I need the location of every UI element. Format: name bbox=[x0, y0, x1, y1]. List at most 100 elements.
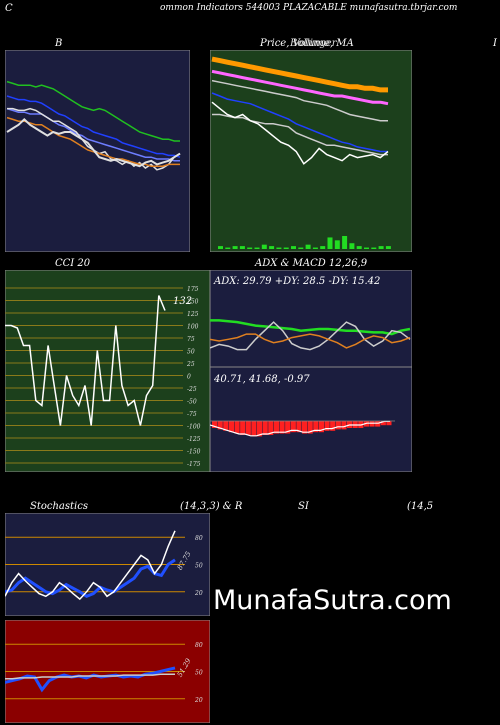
volume-bar bbox=[254, 247, 260, 249]
volume-bar bbox=[349, 243, 355, 249]
bb-series-line-4 bbox=[6, 116, 180, 167]
header-letter: C bbox=[5, 3, 13, 14]
adx-readout: ADX: 29.79 +DY: 28.5 -DY: 15.42 bbox=[213, 276, 380, 287]
macd-bar bbox=[324, 421, 330, 431]
macd-bar bbox=[245, 421, 251, 435]
panel-background bbox=[210, 270, 412, 472]
adx-line--DY bbox=[210, 333, 411, 349]
volume-bar bbox=[283, 247, 289, 249]
adx-line-+DY bbox=[210, 321, 411, 351]
bb-series-line-5 bbox=[6, 118, 181, 168]
macd-bar bbox=[240, 421, 246, 435]
stoch-line-0 bbox=[5, 558, 176, 598]
macd-bar bbox=[318, 421, 324, 433]
macd-bar bbox=[330, 421, 336, 431]
volume-bar bbox=[364, 247, 369, 249]
volume-bar bbox=[291, 246, 296, 249]
price-series-line-3 bbox=[211, 92, 388, 153]
price-series-line-4 bbox=[212, 113, 388, 156]
cci-tick-label: 125 bbox=[187, 311, 199, 318]
macd-bar bbox=[223, 421, 229, 431]
rsi-tick-label: 80 bbox=[195, 642, 203, 649]
rsi-title: SI bbox=[298, 501, 309, 512]
macd-bar bbox=[273, 421, 279, 434]
macd-bar bbox=[257, 421, 263, 437]
macd-bar bbox=[290, 421, 296, 433]
cci-tick-label: 0 bbox=[187, 374, 191, 381]
volume-bar bbox=[218, 246, 223, 249]
cci-tick-label: 175 bbox=[187, 286, 199, 293]
adx-line-ADX bbox=[210, 319, 411, 336]
macd-bar bbox=[251, 421, 257, 437]
price-chart bbox=[210, 50, 412, 252]
volume-bar bbox=[225, 247, 231, 249]
macd-bar bbox=[302, 421, 308, 434]
macd-bar bbox=[262, 421, 268, 435]
volume-bar bbox=[320, 246, 326, 249]
cci-tick-label: -50 bbox=[187, 399, 197, 406]
macd-bar bbox=[335, 421, 341, 430]
volume-bar bbox=[276, 247, 282, 249]
volume-bar bbox=[385, 246, 391, 249]
price-series-line-0 bbox=[211, 56, 388, 93]
cci-value-label: 132 bbox=[173, 296, 192, 307]
cci-tick-label: -75 bbox=[187, 411, 197, 418]
cci-tick-label: -100 bbox=[187, 424, 201, 431]
macd-bar bbox=[313, 421, 319, 433]
volume-bar bbox=[247, 247, 253, 249]
bb-chart bbox=[5, 50, 190, 252]
volume-bar bbox=[312, 247, 318, 249]
macd-bar bbox=[307, 421, 313, 434]
price-series-line-2 bbox=[211, 79, 388, 122]
cci-chart: 175 150 125 100 75 50 25 0 -25 -50 -75 -100 -125 -150… bbox=[5, 270, 210, 472]
cci-tick-label: 75 bbox=[187, 336, 195, 343]
stoch-tick-label: 80 bbox=[195, 535, 203, 542]
macd-bar bbox=[217, 421, 223, 430]
macd-bar bbox=[296, 421, 302, 433]
cci-tick-label: 25 bbox=[186, 361, 195, 368]
rsi-chart: 80 50 20 51.29 bbox=[5, 620, 210, 723]
stoch-line-1 bbox=[5, 530, 176, 601]
rsi-tick-label: 50 bbox=[195, 670, 203, 677]
cci-tick-label: -150 bbox=[187, 449, 201, 456]
macd-bar bbox=[386, 421, 392, 426]
page-title: ommon Indicators 544003 PLAZACABLE munaf… bbox=[160, 3, 458, 13]
cci-line bbox=[5, 295, 166, 426]
cci-tick-label: -125 bbox=[187, 436, 201, 443]
adx-title: ADX & MACD 12,26,9 bbox=[255, 258, 368, 269]
bb-series-line-1 bbox=[6, 95, 181, 158]
macd-bar bbox=[279, 421, 285, 434]
macd-bar bbox=[268, 421, 274, 435]
macd-bar bbox=[234, 421, 240, 434]
volume-bar bbox=[371, 247, 377, 249]
volume-bar bbox=[334, 240, 340, 249]
cci-tick-label: -175 bbox=[187, 461, 201, 468]
stoch-params: (14,3,3) & R bbox=[180, 501, 243, 512]
volume-bar bbox=[232, 246, 238, 249]
stoch-chart: 80 50 20 87.75 bbox=[5, 513, 210, 616]
rsi-tick-label: 20 bbox=[194, 697, 203, 704]
volume-bar bbox=[261, 244, 267, 249]
volume-bar bbox=[239, 246, 245, 249]
rsi-line-1 bbox=[5, 673, 175, 680]
macd-bar bbox=[228, 421, 234, 433]
adx-chart: ADX: 29.79 +DY: 28.5 -DY: 15.42 40.71, 41… bbox=[210, 270, 412, 472]
cci-tick-label: 150 bbox=[187, 299, 199, 306]
right-edge-letter: I bbox=[493, 38, 497, 49]
stoch-title: Stochastics bbox=[30, 501, 88, 512]
bb-title: B bbox=[55, 38, 63, 49]
macd-readout: 40.71, 41.68, -0.97 bbox=[213, 374, 310, 385]
price-series-line-1 bbox=[211, 69, 389, 106]
cci-title: CCI 20 bbox=[55, 258, 91, 269]
volume-bar bbox=[342, 236, 348, 249]
cci-tick-label: 50 bbox=[187, 349, 195, 356]
volume-bar bbox=[269, 246, 275, 249]
stoch-tick-label: 20 bbox=[194, 590, 203, 597]
volume-bar bbox=[298, 247, 304, 249]
macd-bar bbox=[212, 421, 218, 428]
bb-series-line-0 bbox=[6, 80, 180, 142]
watermark-text: MunafaSutra.com bbox=[213, 585, 452, 616]
volume-bar bbox=[356, 246, 362, 249]
macd-bar bbox=[285, 421, 291, 434]
volume-bar bbox=[378, 246, 384, 249]
